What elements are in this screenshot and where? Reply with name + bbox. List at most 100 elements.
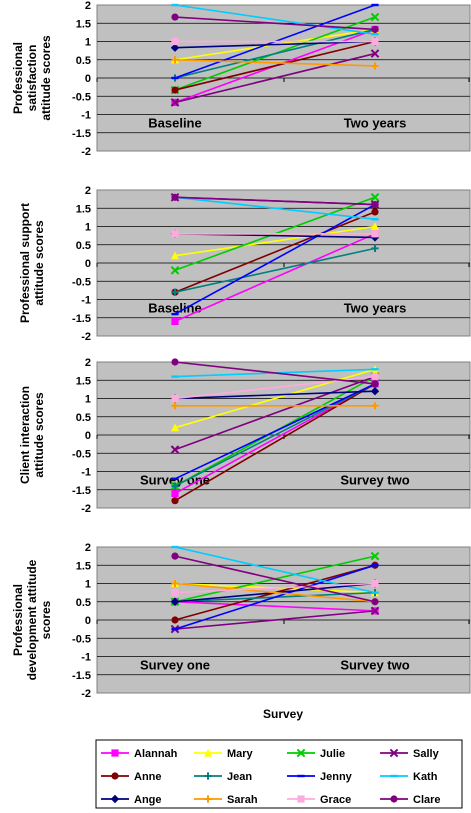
y-tick-label: -0.5 (72, 633, 91, 645)
series-line-sarah (174, 582, 376, 603)
y-tick-label: -2 (81, 331, 91, 343)
legend-label: Kath (413, 771, 438, 783)
y-tick-label: 1 (85, 579, 91, 591)
series-sarah (171, 402, 379, 410)
y-tick-label: -2 (81, 146, 91, 158)
chart-panel-2: 2 1.5 1 0.5 0 -0.5 -1 -1.5 -2 Professional suppor… (18, 185, 471, 343)
data-point-sally (370, 49, 380, 58)
data-point-anne (171, 616, 179, 624)
data-point-jean (371, 244, 379, 252)
series-grace (171, 579, 379, 597)
legend-label: Julie (320, 748, 345, 760)
data-point-jean (171, 482, 179, 490)
legend-marker (110, 794, 120, 804)
legend-marker (389, 748, 399, 758)
series-line-sarah (174, 58, 376, 67)
legend-marker (390, 795, 398, 803)
data-point-clare (171, 193, 179, 201)
y-tick-label: -1.5 (72, 128, 91, 140)
data-point-grace (171, 394, 179, 403)
data-point-sally (370, 606, 380, 616)
y-axis-label: Professional supportattitude scores (18, 203, 46, 323)
y-tick-label: 0 (85, 258, 91, 270)
legend-label: Mary (227, 748, 254, 760)
chart-panel-3: 2 1.5 1 0.5 0 -0.5 -1 -1.5 -2 Client interactiona… (18, 357, 471, 515)
series-line-jean (174, 28, 376, 79)
series-line-mary (174, 225, 376, 257)
data-point-julie (170, 265, 180, 275)
data-point-julie (370, 551, 380, 561)
data-point-sarah (171, 402, 179, 410)
data-point-clare (171, 13, 179, 21)
chart-panel-1: 2 1.5 1 0.5 0 -0.5 -1 -1.5 -2 Professionalsatisfa… (11, 0, 471, 158)
data-point-grace (171, 589, 179, 597)
category-label: Baseline (148, 115, 201, 130)
series-clare (171, 13, 379, 34)
x-axis-title: Survey (263, 707, 303, 721)
y-tick-label: -2 (81, 688, 91, 700)
y-tick-label: -1.5 (72, 313, 91, 325)
data-point-clare (371, 25, 379, 34)
legend-box (95, 739, 463, 809)
data-point-mary (371, 222, 379, 231)
data-point-mary (171, 251, 179, 260)
legend-item-jenny: Jenny (287, 771, 353, 783)
legend-label: Sally (413, 748, 440, 760)
data-point-clare (371, 598, 379, 606)
data-point-clare (171, 358, 179, 366)
series-line-alannah (174, 233, 376, 323)
series-line-sally (174, 375, 376, 451)
y-tick-label: -1 (81, 652, 91, 664)
category-label: Survey two (340, 657, 409, 672)
data-point-clare (371, 201, 379, 209)
series-line-sally (174, 52, 376, 104)
y-tick-label: 1 (85, 394, 91, 406)
series-line-alannah (174, 383, 376, 495)
series-anne (171, 208, 379, 296)
legend-item-alannah: Alannah (101, 748, 178, 760)
legend-marker (204, 772, 212, 780)
legend-label: Jean (227, 771, 252, 783)
series-kath (171, 3, 379, 36)
y-tick-label: 0 (85, 430, 91, 442)
y-tick-label: 0.5 (76, 240, 91, 252)
y-tick-label: -1.5 (72, 485, 91, 497)
data-point-sarah (171, 579, 179, 588)
y-tick-label: 1 (85, 222, 91, 234)
series-mary (171, 222, 379, 260)
y-tick-label: 1 (85, 37, 91, 49)
series-line-kath (174, 196, 376, 220)
data-point-alannah (171, 489, 179, 497)
legend-marker (111, 772, 119, 780)
legend-item-mary: Mary (194, 748, 254, 760)
data-point-sally (170, 98, 180, 107)
series-grace (171, 37, 379, 46)
series-clare (171, 552, 379, 606)
data-point-alannah (171, 317, 179, 325)
data-point-ange (170, 597, 180, 606)
data-point-grace (371, 579, 379, 588)
series-line-jean (174, 247, 376, 293)
data-point-anne (171, 497, 179, 505)
y-tick-label: 2 (85, 185, 91, 197)
data-point-grace (171, 37, 179, 46)
category-label: Baseline (148, 300, 201, 315)
legend-label: Ange (134, 794, 162, 806)
data-point-sarah (371, 402, 379, 410)
series-line-anne (174, 383, 376, 502)
legend-label: Clare (413, 794, 441, 806)
legend-marker (111, 749, 119, 757)
legend-marker (297, 795, 305, 803)
series-line-ange (174, 40, 376, 49)
y-tick-label: 0.5 (76, 597, 91, 609)
y-tick-label: -0.5 (72, 91, 91, 103)
y-tick-label: 2 (85, 357, 91, 369)
legend-label: Sarah (227, 794, 258, 806)
series-clare (171, 358, 379, 388)
y-tick-label: -1.5 (72, 670, 91, 682)
data-point-sally (170, 445, 180, 454)
data-point-ange (370, 387, 380, 396)
series-jenny (171, 564, 379, 631)
series-sally (170, 49, 380, 107)
